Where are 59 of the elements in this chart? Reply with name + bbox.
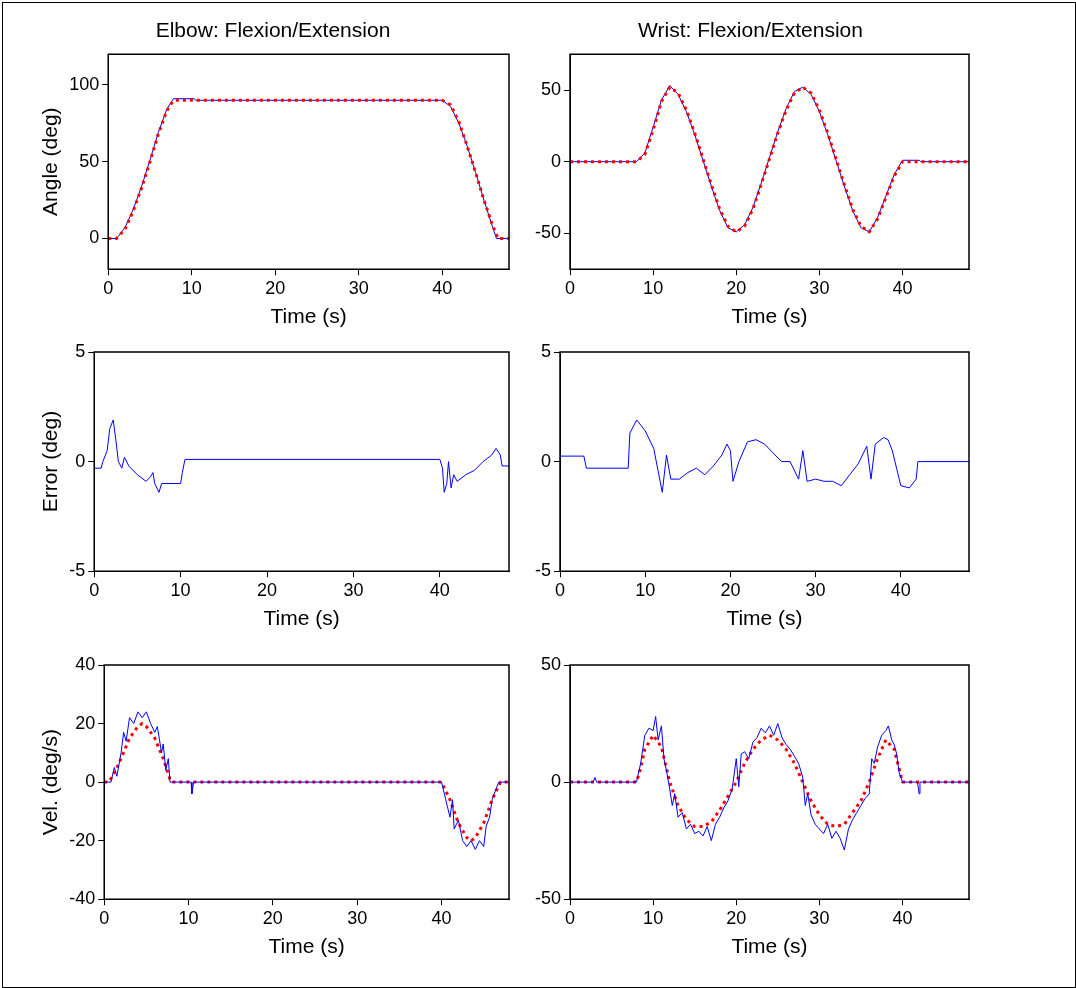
x-tick-label: 20 <box>265 277 286 298</box>
y-tick-label: -50 <box>535 888 562 909</box>
y-tick-label: 50 <box>79 150 100 171</box>
x-tick-label: 20 <box>720 579 741 600</box>
y-tick-label: -20 <box>69 829 96 850</box>
y-tick-label: 0 <box>551 771 562 792</box>
y-tick-label: -5 <box>534 560 551 581</box>
y-tick-label: 0 <box>75 450 86 471</box>
x-axis-title: Time (s) <box>731 934 808 958</box>
x-axis-title: Time (s) <box>731 304 808 328</box>
y-tick-label: 0 <box>551 150 562 171</box>
line-series <box>570 733 969 829</box>
x-tick-label: 30 <box>809 277 830 298</box>
y-tick-label: -50 <box>535 222 562 243</box>
y-axis-title: Error (deg) <box>38 410 62 513</box>
y-tick-label: 50 <box>540 653 562 674</box>
x-tick-label: 0 <box>565 277 576 298</box>
y-tick-label: 0 <box>540 450 551 471</box>
x-tick-label: 20 <box>726 907 747 928</box>
x-tick-label: 40 <box>431 907 452 928</box>
y-tick-label: 0 <box>85 771 96 792</box>
x-axis-title: Time (s) <box>270 304 347 328</box>
x-tick-label: 10 <box>178 907 199 928</box>
x-tick-label: 10 <box>170 579 191 600</box>
x-tick-label: 40 <box>892 907 913 928</box>
x-tick-label: 30 <box>809 907 830 928</box>
y-axis-title: Angle (deg) <box>38 107 62 216</box>
x-tick-label: 30 <box>347 907 368 928</box>
y-tick-label: -40 <box>69 888 96 909</box>
x-tick-label: 10 <box>643 277 664 298</box>
x-axis-title: Time (s) <box>263 606 340 630</box>
y-tick-label: 40 <box>75 653 96 674</box>
y-tick-label: 0 <box>89 227 100 248</box>
y-axis-title: Vel. (deg/s) <box>38 728 62 836</box>
x-tick-label: 40 <box>890 579 911 600</box>
x-tick-label: 20 <box>262 907 283 928</box>
chart-title: Elbow: Flexion/Extension <box>155 18 391 42</box>
y-tick-label: 5 <box>75 340 86 361</box>
y-tick-label: -5 <box>69 560 86 581</box>
chart-title: Wrist: Flexion/Extension <box>638 18 863 42</box>
x-axis-title: Time (s) <box>726 606 803 630</box>
x-tick-label: 40 <box>429 579 450 600</box>
y-tick-label: 100 <box>69 73 100 94</box>
x-tick-label: 10 <box>635 579 656 600</box>
x-tick-label: 40 <box>432 277 453 298</box>
x-tick-label: 0 <box>103 277 114 298</box>
y-tick-label: 5 <box>540 340 551 361</box>
x-tick-label: 10 <box>643 907 664 928</box>
x-tick-label: 0 <box>565 907 576 928</box>
x-tick-label: 10 <box>181 277 202 298</box>
x-tick-label: 30 <box>348 277 369 298</box>
x-tick-label: 30 <box>343 579 364 600</box>
y-tick-label: 50 <box>540 79 562 99</box>
y-tick-label: 20 <box>75 712 96 733</box>
x-axis-title: Time (s) <box>268 934 345 958</box>
x-tick-label: 30 <box>805 579 826 600</box>
x-tick-label: 40 <box>892 277 913 298</box>
x-tick-label: 20 <box>257 579 278 600</box>
x-tick-label: 20 <box>726 277 747 298</box>
